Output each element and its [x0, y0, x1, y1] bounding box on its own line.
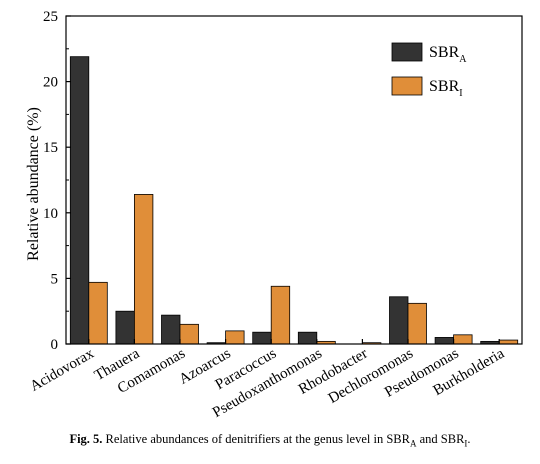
bar-sbra-paracoccus	[252, 331, 272, 345]
bar-sbra-pseudomonas	[434, 337, 455, 345]
y-axis-title: Relative abundance (%)	[25, 107, 42, 261]
caption-label: Fig. 5.	[69, 432, 103, 446]
legend: SBRA SBRI	[391, 42, 467, 99]
legend-swatch-sbra	[391, 42, 423, 62]
axes-group	[65, 15, 523, 345]
y-tick-label: 25	[43, 9, 58, 25]
figure-caption: Fig. 5. Relative abundances of denitrifi…	[0, 432, 540, 449]
bar-sbra-dechloromonas	[389, 296, 409, 345]
bar-sbri-comamonas	[179, 323, 199, 345]
bar-sbra-comamonas	[161, 314, 181, 345]
caption-sub-i: I	[464, 438, 468, 449]
y-tick-label: 15	[43, 140, 58, 156]
legend-swatch-sbri	[391, 76, 423, 96]
legend-label-sbra: SBRA	[429, 44, 467, 65]
bars-group	[69, 56, 519, 345]
y-tick-label: 10	[43, 206, 58, 222]
caption-text-end: .	[467, 432, 471, 446]
bar-sbri-thauera	[133, 194, 154, 345]
x-tick-label-acidovorax: Acidovorax	[27, 345, 97, 395]
y-tick-label: 5	[51, 271, 59, 287]
legend-label-sbri: SBRI	[429, 78, 463, 99]
bar-sbra-thauera	[115, 310, 135, 345]
caption-text-middle: and SBR	[416, 432, 465, 446]
y-tick-label: 20	[43, 75, 58, 91]
y-tick-labels: 0 5 10 15 20 25	[43, 9, 58, 353]
bar-sbra-pseudoxanthomonas	[297, 331, 318, 345]
bar-sbri-paracoccus	[270, 285, 291, 345]
bar-sbra-acidovorax	[69, 56, 90, 345]
caption-text-before: Relative abundances of denitrifiers at t…	[102, 432, 410, 446]
bar-sbri-acidovorax	[88, 281, 108, 345]
chart-figure: AcidovoraxThaueraComamonasAzoarcusParaco…	[25, 9, 523, 421]
bar-sbri-dechloromonas	[407, 302, 427, 345]
x-tick-labels: AcidovoraxThaueraComamonasAzoarcusParaco…	[27, 345, 507, 421]
bar-sbri-azoarcus	[225, 330, 245, 345]
bar-sbri-pseudomonas	[453, 334, 473, 345]
caption-sub-a: A	[409, 438, 417, 449]
y-tick-label: 0	[51, 337, 59, 353]
